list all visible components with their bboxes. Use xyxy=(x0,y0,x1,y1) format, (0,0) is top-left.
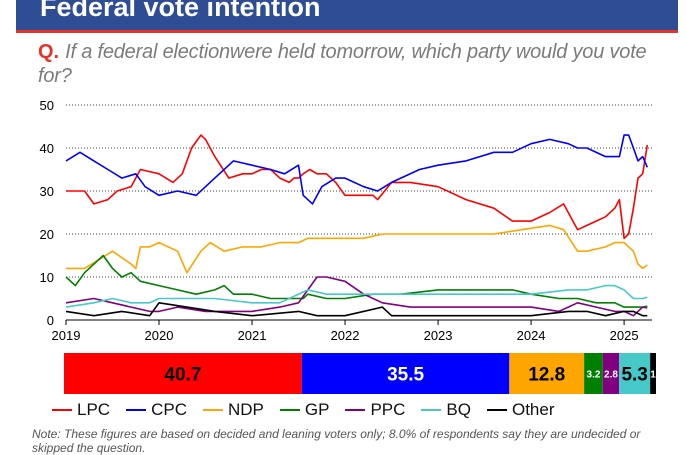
bar-label-lpc: 40.7 xyxy=(164,365,201,386)
y-tick-label: 40 xyxy=(40,141,54,156)
legend-label: LPC xyxy=(77,400,110,419)
bar-label-bq: 5.3 xyxy=(621,365,647,386)
y-tick-label: 0 xyxy=(47,313,54,328)
legend-item-bq: BQ xyxy=(421,400,471,420)
footnote: Note: These figures are based on decided… xyxy=(32,427,672,455)
legend: LPC CPC NDP GP PPC BQ Other xyxy=(52,400,571,424)
legend-label: PPC xyxy=(370,400,405,419)
legend-item-gp: GP xyxy=(280,400,330,420)
y-tick-label: 10 xyxy=(40,270,54,285)
bar-label-ppc: 2.8 xyxy=(604,370,618,381)
series-lines xyxy=(66,135,647,316)
legend-swatch xyxy=(126,409,146,411)
x-tick-label: 2023 xyxy=(424,328,453,343)
legend-item-cpc: CPC xyxy=(126,400,187,420)
legend-label: CPC xyxy=(151,400,187,419)
legend-item-lpc: LPC xyxy=(52,400,110,420)
series-line-other xyxy=(66,303,647,316)
x-tick-label: 2024 xyxy=(517,328,546,343)
x-tick-label: 2020 xyxy=(145,328,174,343)
bar-label-cpc: 35.5 xyxy=(387,365,424,386)
legend-swatch xyxy=(203,409,223,411)
series-line-cpc xyxy=(66,135,647,204)
legend-swatch xyxy=(52,409,72,411)
legend-item-ppc: PPC xyxy=(345,400,405,420)
legend-swatch xyxy=(421,409,441,411)
x-tick-label: 2025 xyxy=(610,328,639,343)
legend-item-other: Other xyxy=(487,400,555,420)
legend-label: NDP xyxy=(228,400,264,419)
legend-swatch xyxy=(487,409,507,411)
legend-label: Other xyxy=(512,400,555,419)
series-line-gp xyxy=(66,256,647,308)
bar-label-gp: 3.2 xyxy=(587,370,601,381)
y-tick-label: 50 xyxy=(40,98,54,113)
legend-label: GP xyxy=(305,400,330,419)
bar-label-ndp: 12.8 xyxy=(528,365,565,386)
axes: 0 10 20 30 40 50 2019 2020 2021 2022 2023 2024 2025 xyxy=(40,98,652,343)
series-line-lpc xyxy=(66,135,647,238)
legend-swatch xyxy=(280,409,300,411)
legend-label: BQ xyxy=(446,400,471,419)
series-line-ndp xyxy=(66,225,647,272)
legend-item-ndp: NDP xyxy=(203,400,264,420)
grid-lines xyxy=(66,105,652,277)
legend-swatch xyxy=(345,409,365,411)
x-tick-label: 2021 xyxy=(238,328,267,343)
y-tick-label: 20 xyxy=(40,227,54,242)
bar-label-other: 1 xyxy=(650,370,656,381)
y-tick-label: 30 xyxy=(40,184,54,199)
x-tick-label: 2022 xyxy=(331,328,360,343)
x-tick-label: 2019 xyxy=(52,328,81,343)
current-results-bar: 40.7 35.5 12.8 3.2 2.8 5.3 1 xyxy=(64,353,656,394)
